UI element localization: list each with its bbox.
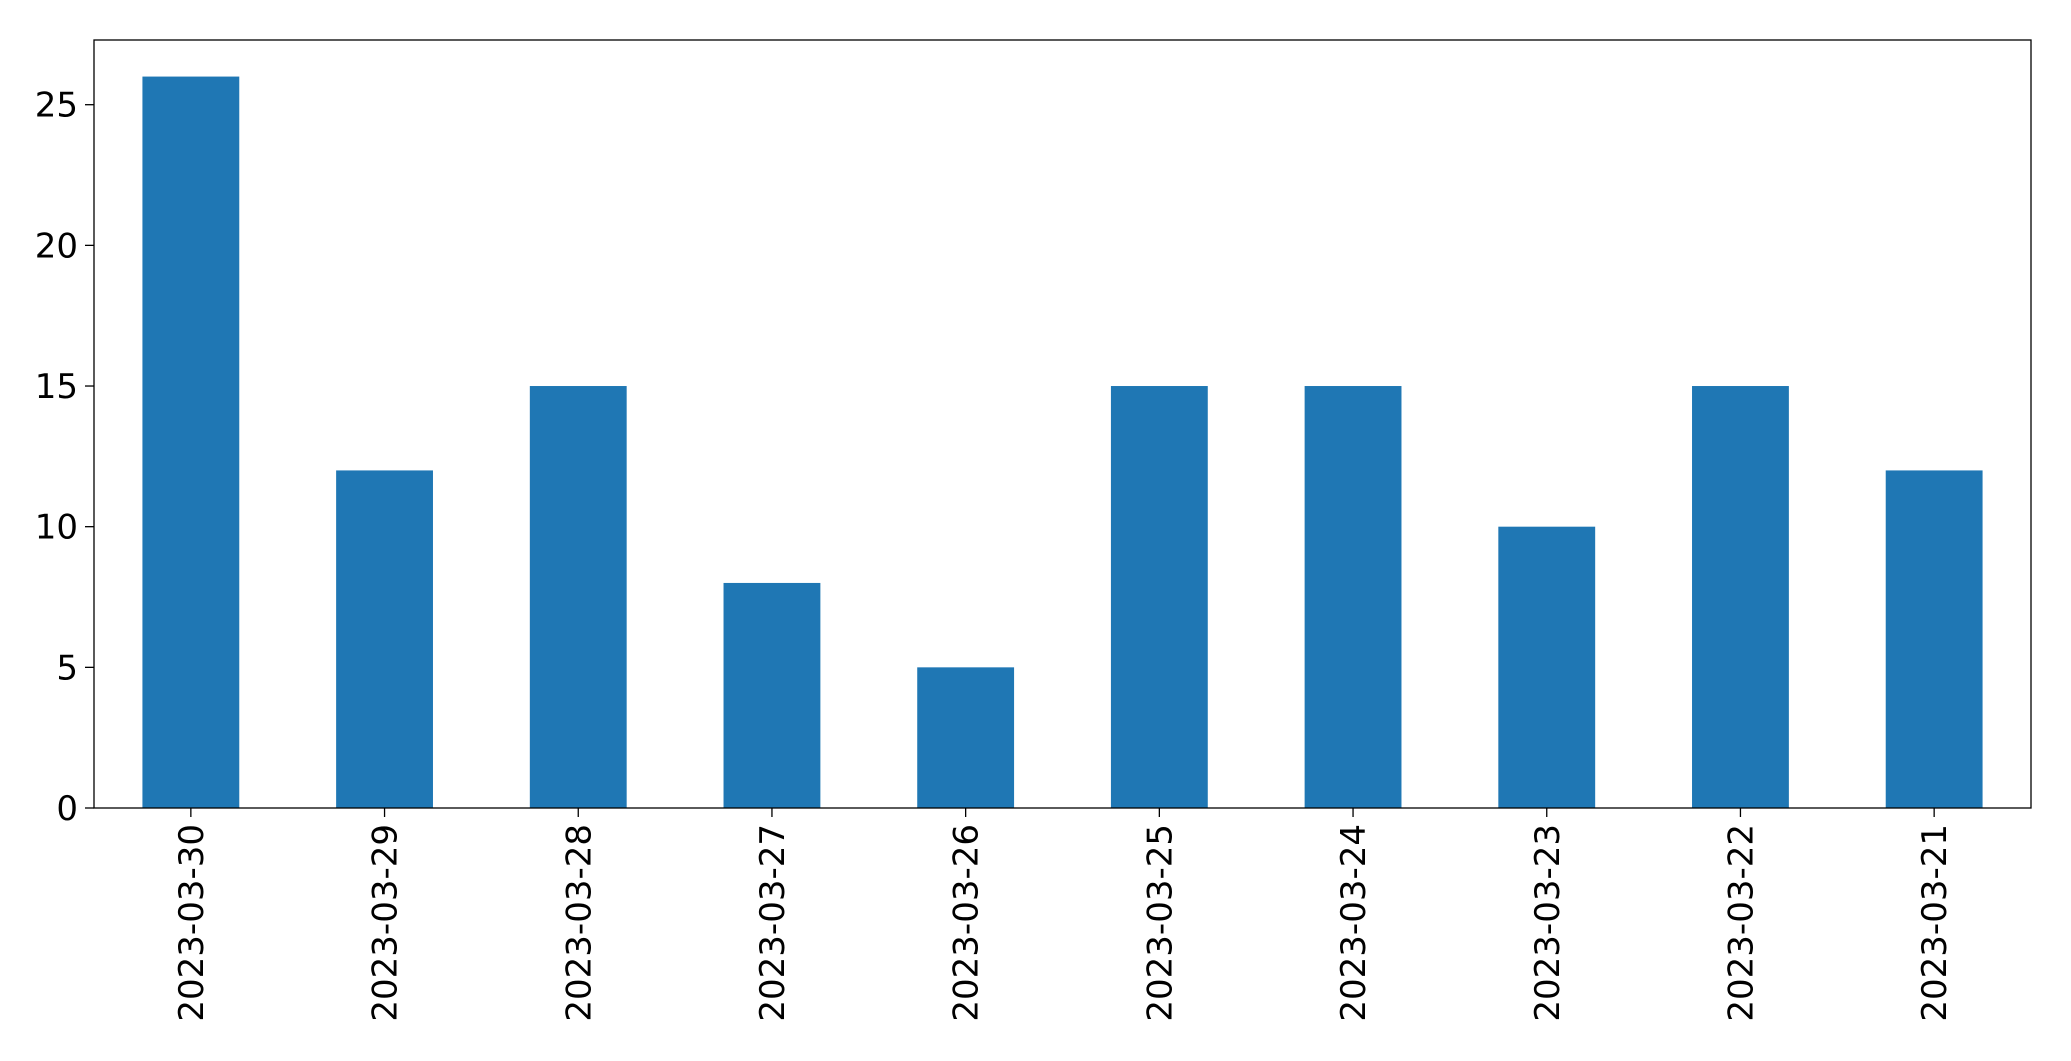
x-tick-label: 2023-03-23 [1528,824,1568,1022]
x-tick-label: 2023-03-27 [753,824,793,1022]
x-tick-label: 2023-03-25 [1140,824,1180,1022]
bar [1304,386,1402,808]
x-tick-label: 2023-03-29 [366,824,406,1022]
bar [1885,470,1983,808]
bar [1498,526,1596,808]
bar [917,667,1015,808]
x-tick-label: 2023-03-22 [1721,824,1761,1022]
y-tick-label: 5 [56,648,78,688]
x-tick-label: 2023-03-30 [172,824,212,1022]
bar [1692,386,1789,808]
y-tick-label: 25 [35,86,78,126]
bar [1110,386,1208,808]
bar [723,582,821,808]
y-tick-label: 20 [35,226,78,266]
x-tick-label: 2023-03-26 [947,824,987,1022]
x-tick-label: 2023-03-28 [559,824,599,1022]
x-tick-label: 2023-03-24 [1334,824,1374,1022]
x-tick-label: 2023-03-21 [1915,824,1955,1022]
y-tick-label: 10 [35,508,78,548]
bar [142,76,240,809]
bar [529,386,627,808]
plot-frame [93,39,2032,809]
y-tick-label: 15 [35,367,78,407]
y-tick-label: 0 [56,789,78,829]
bar [336,470,433,808]
